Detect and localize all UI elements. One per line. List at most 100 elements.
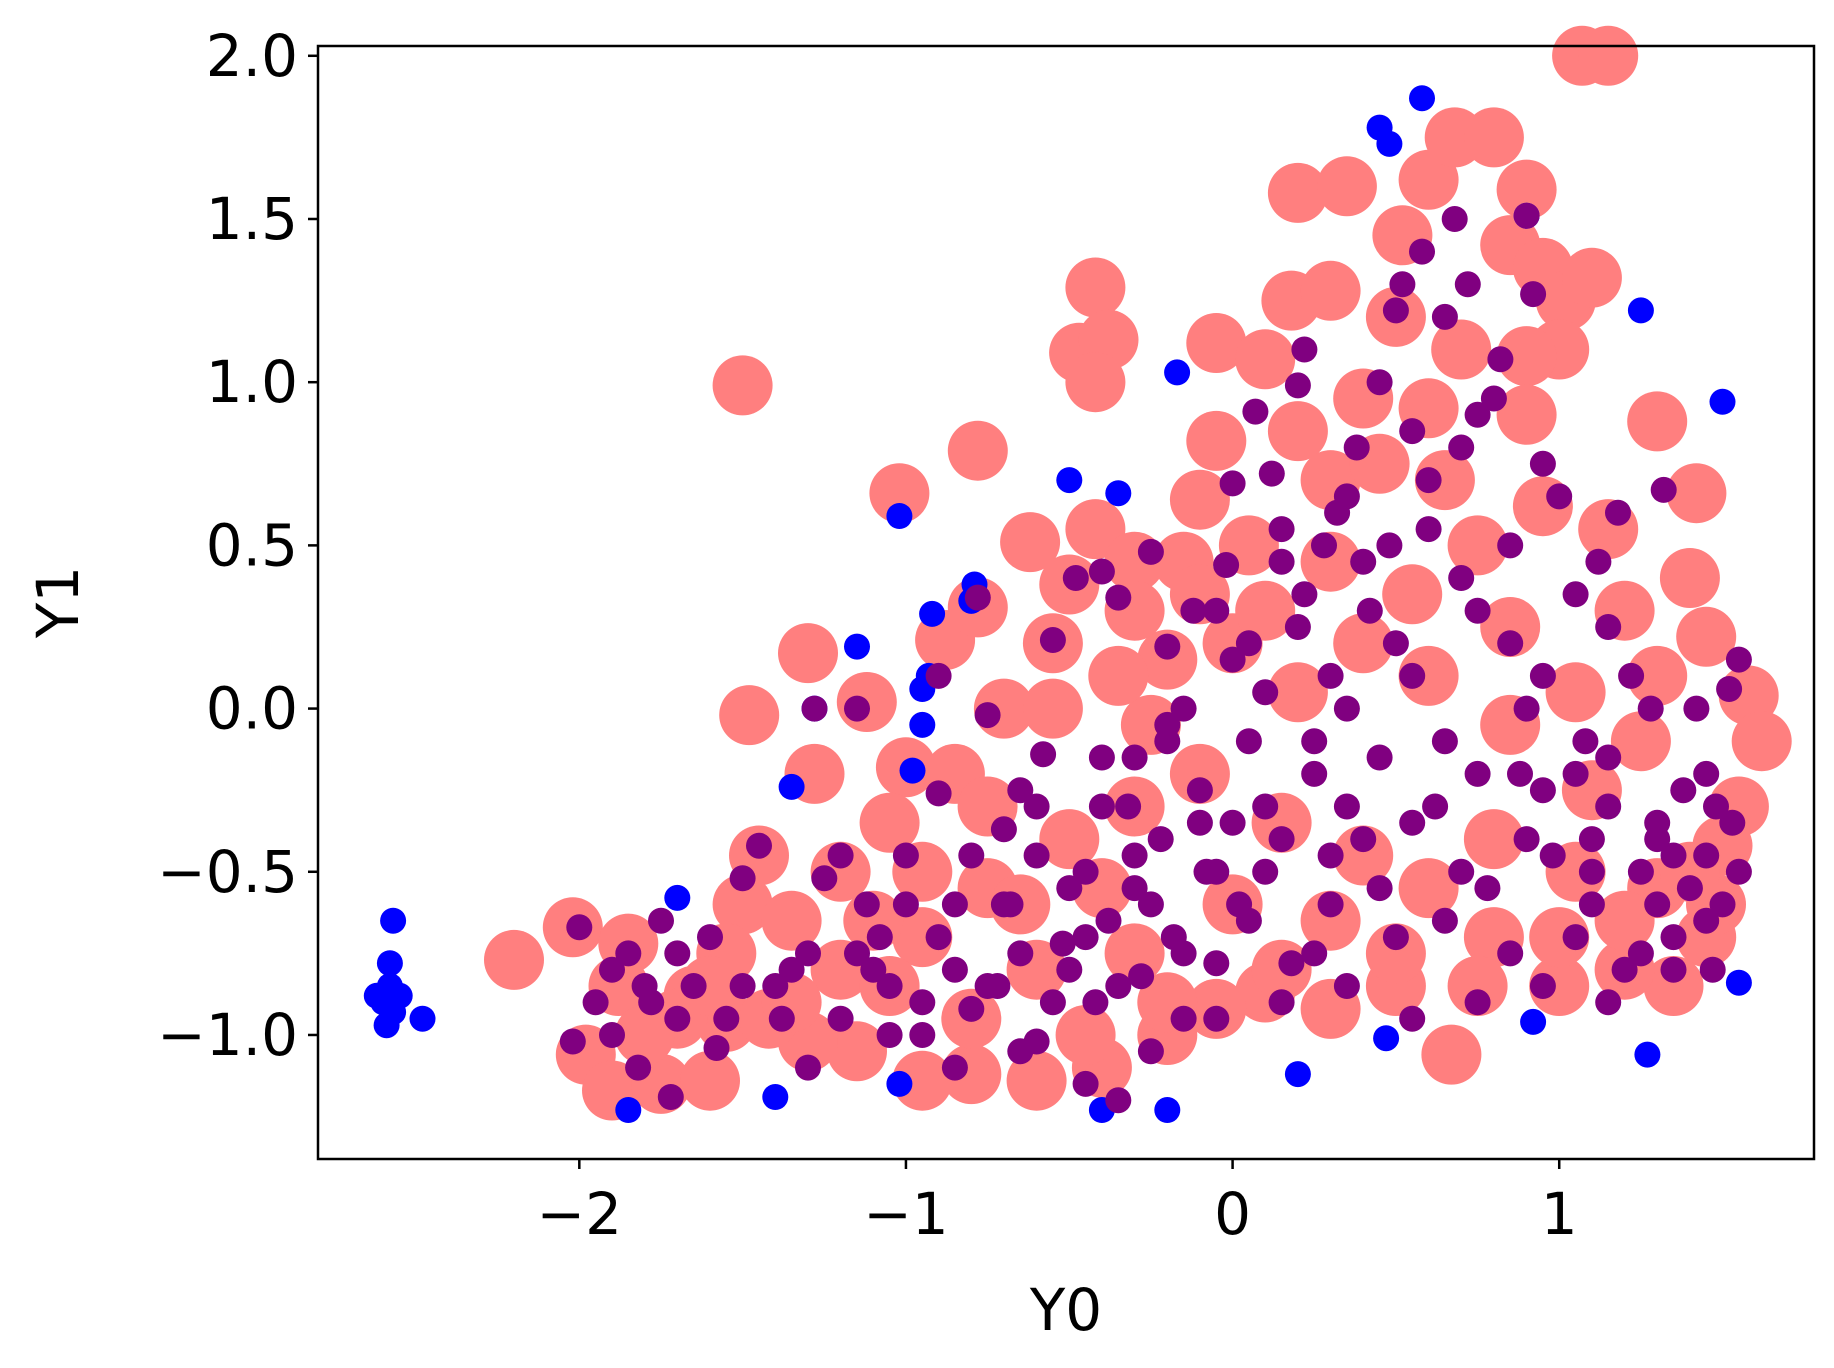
series-2-point-122 xyxy=(1693,842,1720,869)
series-0-point-71 xyxy=(892,1050,953,1111)
series-0-point-34 xyxy=(1267,162,1328,223)
series-2-point-214 xyxy=(1007,1038,1034,1065)
series-2-point-183 xyxy=(1137,891,1164,918)
series-2-point-199 xyxy=(1088,744,1115,771)
series-2-point-215 xyxy=(941,1054,968,1081)
series-2-point-18 xyxy=(795,1054,821,1081)
series-0-point-102 xyxy=(859,792,920,853)
series-2-point-157 xyxy=(1448,858,1475,885)
series-2-point-138 xyxy=(1088,793,1115,820)
series-2-point-158 xyxy=(1513,826,1540,853)
series-2-point-87 xyxy=(1399,662,1426,689)
series-2-point-37 xyxy=(1007,777,1034,804)
series-0-point-21 xyxy=(1000,512,1061,573)
series-0-point-140 xyxy=(1496,384,1557,445)
series-2-point-75 xyxy=(1301,728,1328,755)
series-2-point-31 xyxy=(958,995,985,1022)
series-2-point-90 xyxy=(1422,793,1449,820)
series-2-point-85 xyxy=(1382,297,1409,324)
series-1-point-12 xyxy=(778,773,805,800)
series-2-point-161 xyxy=(729,973,756,999)
series-2-point-22 xyxy=(844,695,870,722)
series-0-point-113 xyxy=(1333,825,1394,886)
series-1-point-9 xyxy=(615,1097,642,1123)
series-0-point-95 xyxy=(1267,662,1328,723)
series-2-point-219 xyxy=(1464,989,1491,1016)
series-2-point-182 xyxy=(1072,924,1099,951)
series-2-point-64 xyxy=(1219,809,1246,836)
series-2-point-152 xyxy=(1121,842,1148,869)
series-2-point-20 xyxy=(811,865,838,892)
series-2-point-221 xyxy=(1595,989,1622,1016)
plot-frame xyxy=(316,44,1816,1161)
y-tick-label-6: 2.0 xyxy=(206,22,298,90)
series-2-point-167 xyxy=(1170,940,1197,967)
series-2-point-52 xyxy=(1128,963,1155,990)
series-2-point-94 xyxy=(1454,271,1481,298)
series-2-point-190 xyxy=(1595,744,1622,771)
series-2-point-23 xyxy=(853,891,880,918)
series-2-point-40 xyxy=(1039,627,1066,653)
series-2-point-193 xyxy=(1725,858,1752,885)
series-2-point-179 xyxy=(844,940,870,967)
x-tick-label-1: −1 xyxy=(863,1180,949,1248)
series-2-point-110 xyxy=(1595,793,1622,820)
series-0-point-14 xyxy=(778,623,838,684)
series-0-point-6 xyxy=(680,1050,740,1111)
series-2-point-95 xyxy=(1464,597,1491,624)
series-2-point-50 xyxy=(1115,793,1142,820)
series-2-point-200 xyxy=(1023,793,1050,820)
series-2-point-42 xyxy=(1056,956,1083,983)
series-2-point-19 xyxy=(801,695,828,722)
series-2-point-132 xyxy=(1301,760,1328,787)
series-0-point-144 xyxy=(1414,450,1475,511)
series-0-point-40 xyxy=(1496,159,1557,220)
series-2-point-177 xyxy=(713,1005,740,1032)
series-0-point-77 xyxy=(1186,410,1247,471)
series-2-point-99 xyxy=(1497,532,1524,559)
series-0-point-39 xyxy=(1463,107,1524,168)
series-2-point-186 xyxy=(1333,793,1360,820)
series-2-point-43 xyxy=(1062,565,1089,591)
series-0-point-90 xyxy=(1610,711,1671,772)
series-2-point-171 xyxy=(1431,907,1458,934)
series-1-point-17 xyxy=(909,711,936,738)
series-2-point-143 xyxy=(1448,565,1475,591)
series-2-point-54 xyxy=(1147,826,1174,853)
series-2-point-57 xyxy=(1170,1005,1197,1032)
points-layer xyxy=(363,25,1792,1123)
series-2-point-41 xyxy=(1049,930,1076,957)
series-2-point-109 xyxy=(1585,548,1612,575)
series-2-point-47 xyxy=(1095,907,1122,934)
series-2-point-115 xyxy=(1637,695,1664,722)
series-2-point-96 xyxy=(1474,875,1501,902)
series-0-point-0 xyxy=(484,929,544,990)
series-0-point-27 xyxy=(1065,352,1126,413)
series-1-point-0 xyxy=(380,907,407,934)
series-2-point-12 xyxy=(625,1054,652,1081)
series-0-point-58 xyxy=(1643,956,1704,1016)
series-2-point-118 xyxy=(1660,924,1687,951)
series-0-point-129 xyxy=(680,956,740,1016)
series-0-point-141 xyxy=(1431,319,1492,380)
series-2-point-180 xyxy=(941,956,968,983)
series-2-point-121 xyxy=(1683,695,1710,722)
series-2-point-178 xyxy=(778,956,805,983)
series-0-point-119 xyxy=(1382,564,1443,625)
series-0-point-98 xyxy=(1088,645,1149,706)
series-1-point-36 xyxy=(1373,1025,1400,1052)
series-2-point-0 xyxy=(566,914,593,941)
series-1-point-31 xyxy=(1709,388,1736,415)
series-0-point-18 xyxy=(947,420,1008,481)
series-2-point-185 xyxy=(1268,826,1295,853)
series-0-point-62 xyxy=(1421,1024,1482,1085)
series-1-point-11 xyxy=(664,884,691,911)
series-2-point-189 xyxy=(1529,777,1556,804)
x-axis: −2 −1 0 1 xyxy=(537,1159,1578,1248)
series-2-point-141 xyxy=(1317,662,1344,689)
series-1-point-27 xyxy=(1376,130,1403,157)
series-2-point-147 xyxy=(795,940,821,967)
series-2-point-160 xyxy=(1644,809,1671,836)
series-2-point-102 xyxy=(1520,281,1547,308)
